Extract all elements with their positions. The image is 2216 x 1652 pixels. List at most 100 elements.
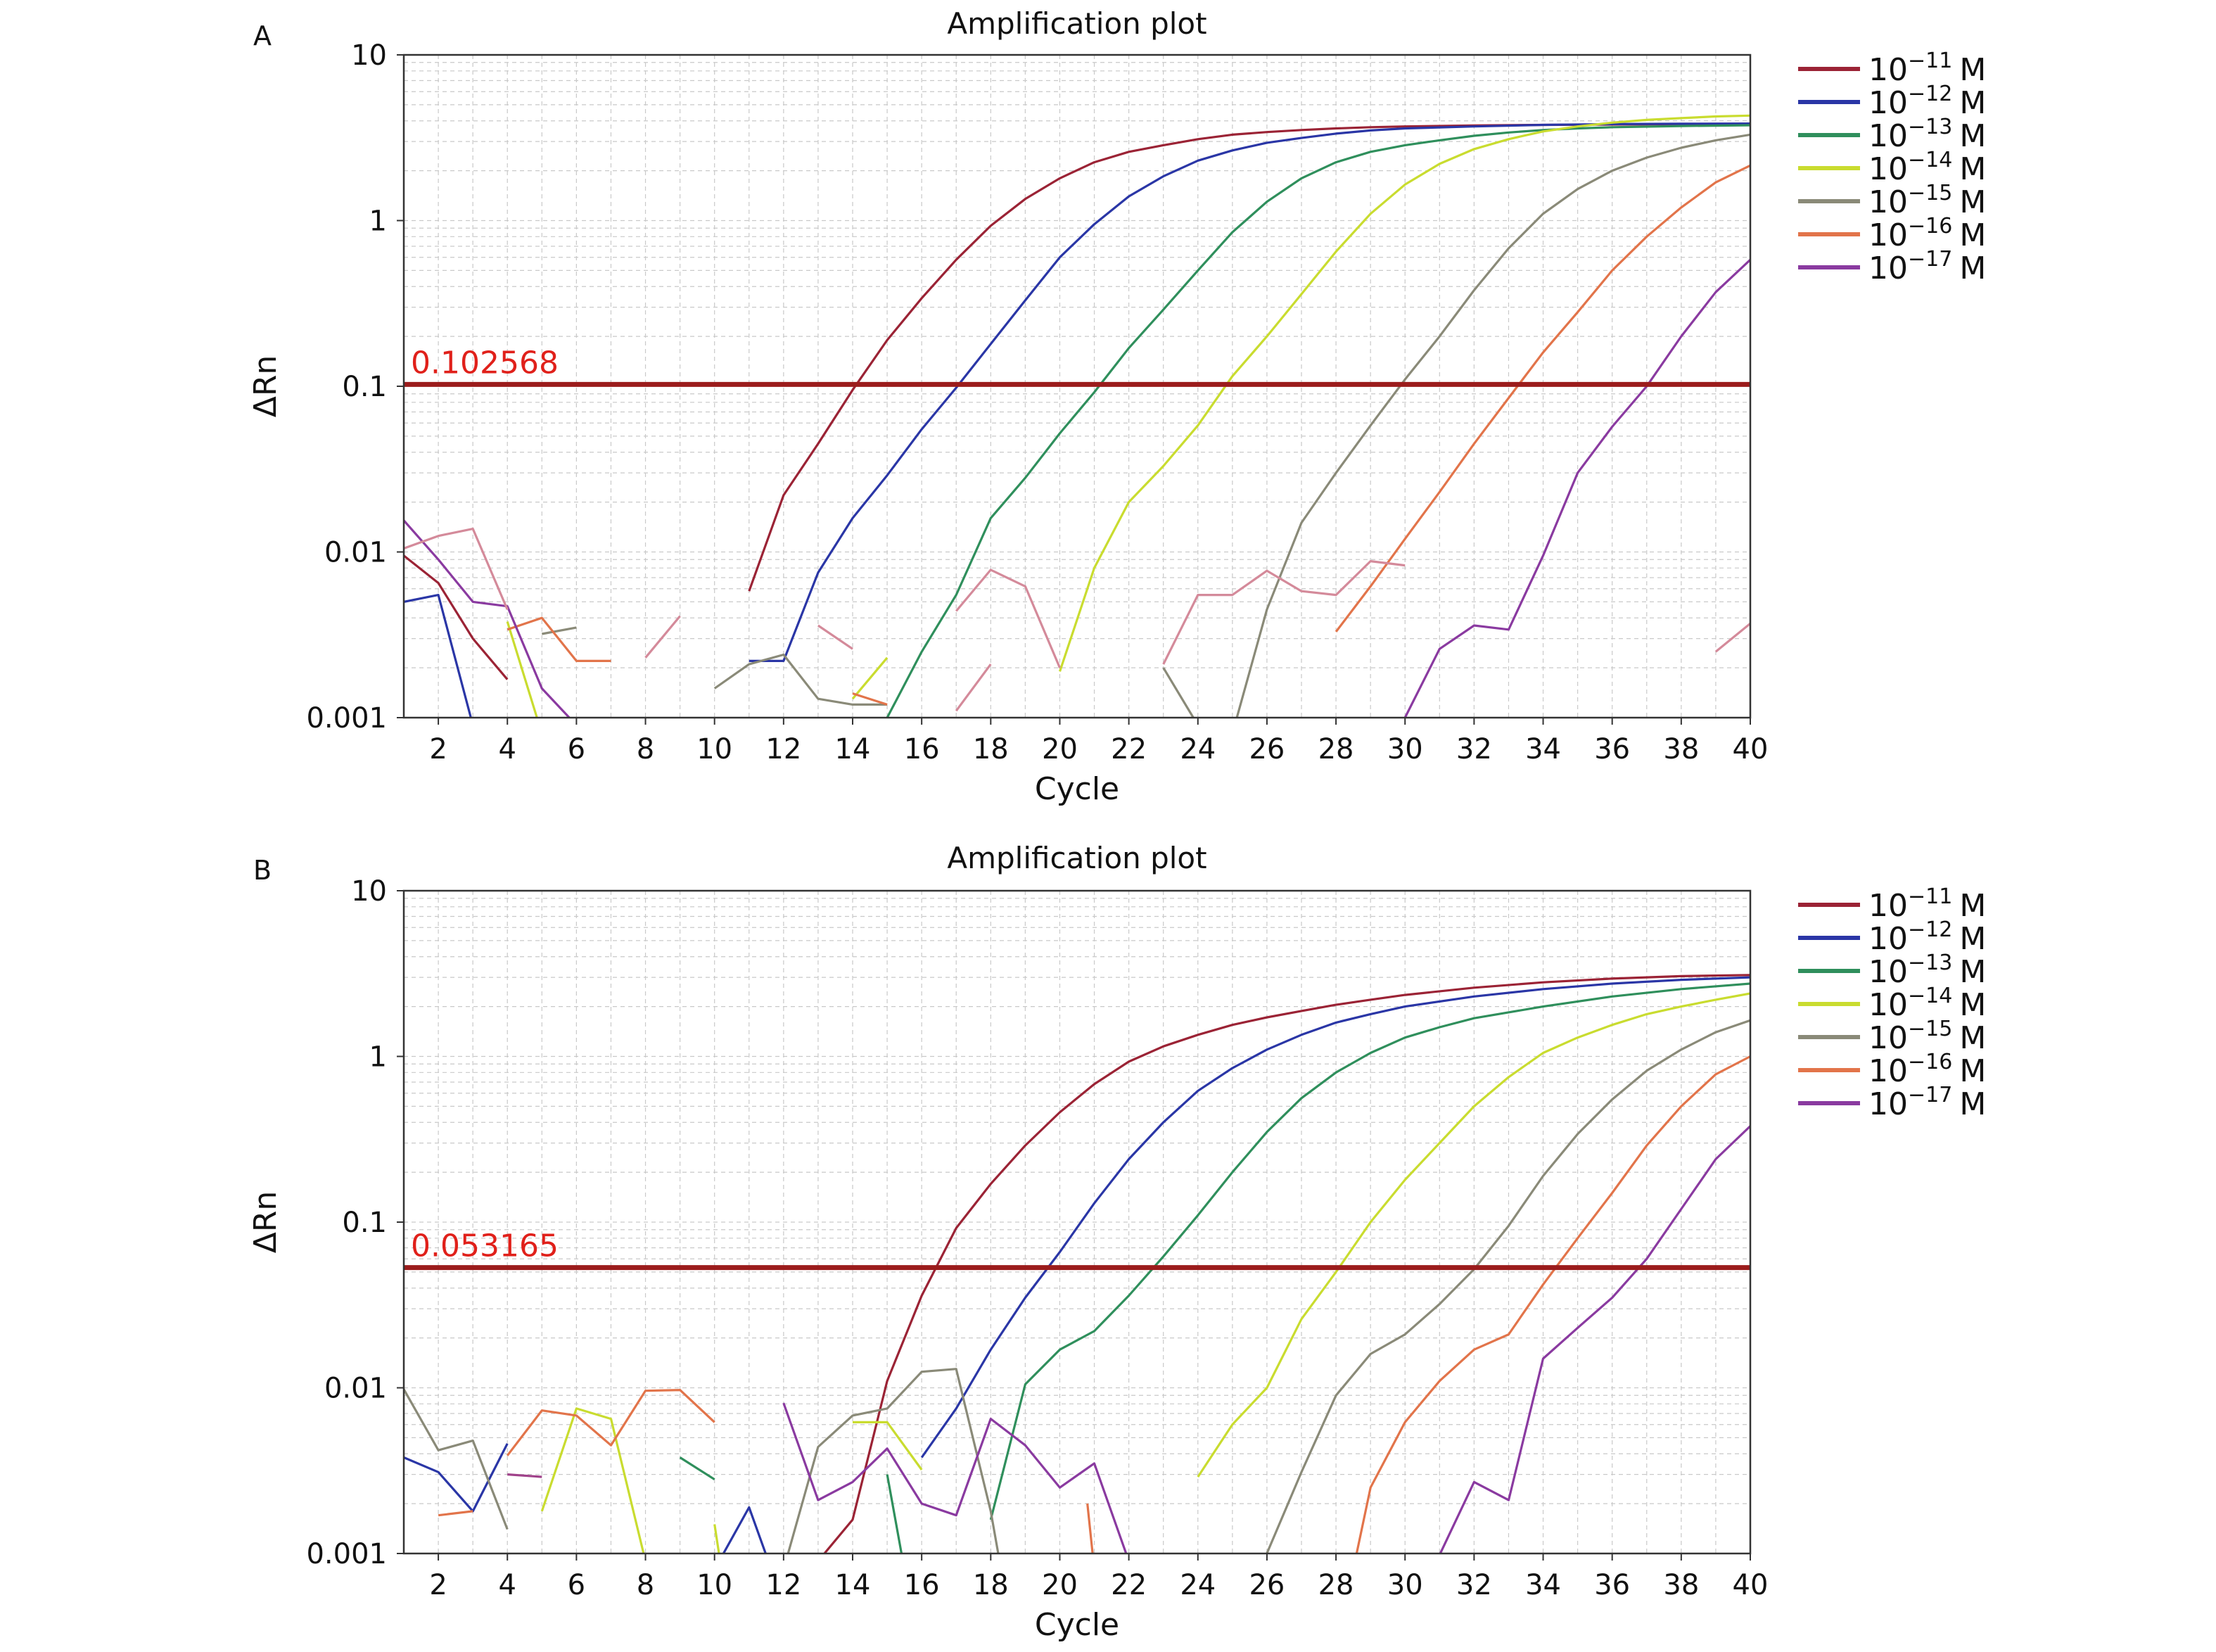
x-tick-label: 12 [765,1569,801,1601]
x-tick-label: 14 [835,733,871,765]
legend-exponent: −12 [1908,917,1952,942]
x-tick-label: 24 [1180,733,1216,765]
legend-base: 10 [1868,987,1908,1023]
legend-label: 10−13 M [1868,115,1986,154]
legend-label: 10−11 M [1868,884,1986,924]
x-tick-label: 18 [973,1569,1009,1601]
legend-exponent: −16 [1908,214,1952,239]
legend-label: 10−12 M [1868,917,1986,957]
legend-unit: M [1959,954,1986,990]
x-tick-label: 6 [568,733,585,765]
x-tick-label: 26 [1249,733,1285,765]
y-tick-label: 0.1 [342,371,387,403]
x-tick-label: 40 [1733,733,1769,765]
legend-exponent: −14 [1908,984,1952,1008]
grid [404,55,1750,718]
legend-base: 10 [1868,151,1908,187]
legend-base: 10 [1868,1086,1908,1122]
x-tick-label: 22 [1111,733,1147,765]
chart-title: Amplification plot [947,6,1206,41]
y-axis-label: ΔRn [248,1191,284,1254]
y-tick-label: 10 [351,875,387,908]
series-line-7 [404,528,1750,712]
legend: 10−11 M10−12 M10−13 M10−14 M10−15 M10−16 M10−1… [1798,49,1986,286]
legend-unit: M [1959,1086,1986,1122]
legend-unit: M [1959,888,1986,924]
series-line-4 [404,1019,1750,1553]
legend-base: 10 [1868,250,1908,286]
panel-letter: A [253,20,272,51]
x-axis-label: Cycle [1035,1607,1119,1643]
x-axis-label: Cycle [1035,771,1119,807]
y-tick-label: 0.01 [324,1373,387,1405]
legend-unit: M [1959,118,1986,154]
legend-exponent: −13 [1908,115,1952,139]
x-tick-label: 28 [1318,1569,1354,1601]
y-tick-label: 10 [351,39,387,72]
x-tick-label: 18 [973,733,1009,765]
x-tick-label: 24 [1180,1569,1216,1601]
legend-unit: M [1959,184,1986,220]
series-line-5 [507,164,1750,706]
legend-unit: M [1959,151,1986,187]
x-tick-label: 36 [1594,733,1630,765]
grid [404,891,1750,1553]
legend-label: 10−16 M [1868,214,1986,253]
x-tick-label: 34 [1525,733,1561,765]
x-tick-label: 30 [1387,1569,1423,1601]
x-tick-label: 28 [1318,733,1354,765]
legend-base: 10 [1868,184,1908,220]
x-tick-label: 38 [1663,733,1699,765]
legend-label: 10−15 M [1868,1017,1986,1056]
legend-unit: M [1959,1020,1986,1056]
series-group [404,114,1750,718]
legend-exponent: −17 [1908,1083,1952,1107]
chart-title: Amplification plot [947,841,1206,875]
legend-base: 10 [1868,888,1908,924]
legend-label: 10−12 M [1868,82,1986,121]
legend-base: 10 [1868,1053,1908,1089]
x-tick-label: 6 [568,1569,585,1601]
series-line-6 [404,259,1750,718]
x-tick-label: 14 [835,1569,871,1601]
legend-unit: M [1959,217,1986,253]
legend-label: 10−13 M [1868,951,1986,990]
legend-unit: M [1959,1053,1986,1089]
legend-base: 10 [1868,85,1908,121]
series-line-3 [506,114,1750,718]
x-tick-label: 30 [1387,733,1423,765]
series-line-1 [404,976,1750,1553]
legend-base: 10 [1868,954,1908,990]
legend-base: 10 [1868,118,1908,154]
legend-base: 10 [1868,217,1908,253]
legend-label: 10−17 M [1868,1083,1986,1122]
x-tick-label: 16 [904,733,940,765]
series-line-0 [822,974,1750,1553]
legend-exponent: −11 [1908,49,1952,73]
x-tick-label: 4 [499,733,516,765]
x-tick-label: 16 [904,1569,940,1601]
x-tick-label: 20 [1042,733,1078,765]
y-tick-label: 0.01 [324,537,387,569]
y-tick-label: 1 [369,1041,387,1074]
x-tick-label: 10 [696,733,732,765]
legend-unit: M [1959,85,1986,121]
x-tick-label: 2 [429,733,447,765]
legend-unit: M [1959,250,1986,286]
legend-label: 10−14 M [1868,148,1986,187]
legend-label: 10−14 M [1868,984,1986,1023]
x-tick-label: 10 [696,1569,732,1601]
x-tick-label: 36 [1594,1569,1630,1601]
y-axis-label: ΔRn [248,355,284,418]
y-tick-label: 0.1 [342,1207,387,1239]
legend-base: 10 [1868,52,1908,88]
legend-exponent: −13 [1908,951,1952,975]
legend-exponent: −15 [1908,1017,1952,1041]
legend-exponent: −15 [1908,181,1952,205]
y-tick-label: 1 [369,205,387,238]
legend-label: 10−11 M [1868,49,1986,88]
x-tick-label: 8 [637,1569,654,1601]
x-tick-label: 4 [499,1569,516,1601]
